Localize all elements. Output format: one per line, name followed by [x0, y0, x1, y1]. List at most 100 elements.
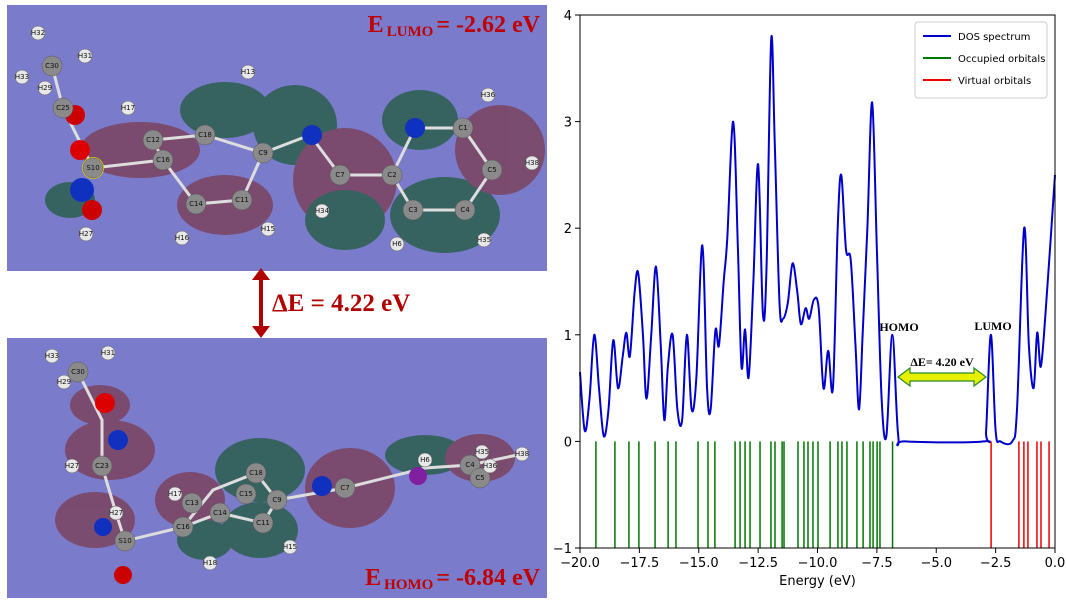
atom-label: H38	[525, 159, 539, 167]
atom	[252, 142, 274, 164]
energy-value: = -6.84 eV	[436, 565, 540, 591]
legend: DOS spectrum Occupied orbitals Virtual orb…	[914, 21, 1048, 99]
atom	[402, 199, 424, 221]
atom	[56, 374, 72, 390]
atom-label: H31	[101, 349, 115, 357]
x-tick-label: −12.5	[738, 556, 778, 571]
atom-label: C30	[71, 368, 85, 376]
homo-annotation: HOMO	[879, 320, 918, 334]
atom-label: H38	[515, 450, 529, 458]
atom-label: C7	[340, 484, 349, 492]
atom-label: C16	[176, 523, 190, 531]
atom	[452, 117, 474, 139]
y-tick-label: 2	[564, 222, 572, 237]
atom	[514, 446, 530, 462]
subscript: LUMO	[387, 24, 434, 40]
atom	[52, 97, 74, 119]
atom-label: H16	[175, 234, 190, 242]
atom	[476, 232, 492, 248]
legend-label: Virtual orbitals	[958, 76, 1031, 87]
atom-label: H27	[109, 509, 123, 517]
atom-label: C23	[95, 462, 109, 470]
atom	[37, 80, 53, 96]
y-tick-label: −1	[553, 542, 572, 557]
lumo-energy: E LUMO = -2.62 eV	[368, 12, 541, 40]
gap-indicator: ΔE = 4.22 eV	[252, 268, 410, 338]
x-tick-label: −2.5	[980, 556, 1012, 571]
atom-label: H18	[203, 559, 217, 567]
legend-label: Occupied orbitals	[958, 54, 1045, 65]
x-tick-label: −20.0	[560, 556, 600, 571]
atom	[524, 155, 540, 171]
atom-label: H6	[420, 456, 430, 464]
atom	[172, 516, 194, 538]
atom	[41, 55, 63, 77]
atom-label: C9	[258, 149, 267, 157]
atom	[194, 124, 216, 146]
bonds	[50, 65, 494, 212]
gap-label: ΔE = 4.22 eV	[272, 290, 410, 317]
atom	[314, 203, 330, 219]
atom-label: C14	[213, 509, 227, 517]
atom	[329, 164, 351, 186]
atom-label: H15	[261, 225, 275, 233]
atom-label: C7	[335, 171, 344, 179]
atom	[474, 444, 490, 460]
atom	[100, 345, 116, 361]
energy-value: = -2.62 eV	[436, 12, 540, 38]
atom-label: C25	[56, 104, 70, 112]
atom-label: H32	[31, 29, 45, 37]
atom	[235, 483, 257, 505]
atom-label: H36	[483, 462, 498, 470]
atom	[152, 149, 174, 171]
atom	[202, 555, 218, 571]
atom-label: C11	[256, 519, 270, 527]
atom-label: C18	[198, 131, 212, 139]
atom	[381, 164, 403, 186]
subscript: HOMO	[384, 577, 433, 593]
homo-energy: E HOMO = -6.84 eV	[365, 565, 541, 593]
atom-label: H33	[15, 73, 29, 81]
legend-label: DOS spectrum	[958, 32, 1030, 43]
atom-label: S10	[86, 164, 99, 172]
atom-label: C4	[460, 206, 470, 214]
atom-label: C16	[156, 156, 170, 164]
atom	[454, 199, 476, 221]
gap-annotation: ΔE= 4.20 eV	[910, 355, 974, 369]
x-axis-label: Energy (eV)	[779, 574, 856, 589]
atom-label: C5	[487, 166, 496, 174]
lumo-annotation: LUMO	[974, 319, 1011, 333]
plot-frame	[579, 14, 1056, 549]
atom	[231, 189, 253, 211]
atom	[389, 236, 405, 252]
atom	[14, 69, 30, 85]
atom-label: C18	[249, 469, 263, 477]
atom-label: C1	[458, 124, 467, 132]
atom	[108, 505, 124, 521]
atom	[266, 489, 288, 511]
y-tick-label: 0	[564, 435, 572, 450]
lumo-panel: H32 H31 C30 H33 H29 C25 S10 H27 H17 C12 C18 H13 C16 C…	[7, 5, 547, 271]
atom-label: H29	[38, 84, 52, 92]
atom	[417, 452, 433, 468]
atom	[240, 64, 256, 80]
atom-label: H35	[477, 236, 491, 244]
atom	[245, 462, 267, 484]
atom	[282, 539, 298, 555]
x-tick-label: −7.5	[861, 556, 893, 571]
atom	[481, 159, 503, 181]
symbol: E	[365, 565, 381, 591]
atom-label: C3	[408, 206, 417, 214]
atom-label: H27	[65, 462, 79, 470]
atom	[91, 455, 113, 477]
x-tick-label: −15.0	[679, 556, 719, 571]
atom	[469, 467, 491, 489]
atom	[167, 486, 183, 502]
atom-label: H13	[241, 68, 255, 76]
atom-label: C9	[272, 496, 281, 504]
atom	[78, 226, 94, 242]
atom	[334, 477, 356, 499]
atom	[67, 361, 89, 383]
